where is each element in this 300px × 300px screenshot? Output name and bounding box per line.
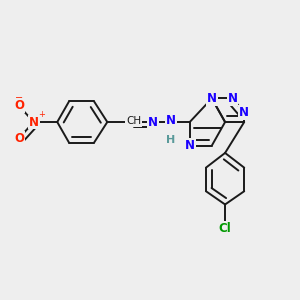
Text: N: N: [166, 114, 176, 127]
Text: O: O: [14, 132, 24, 145]
Text: N: N: [29, 116, 39, 128]
Text: N: N: [185, 139, 195, 152]
Text: O: O: [14, 99, 24, 112]
Text: −: −: [15, 92, 24, 103]
Text: N: N: [239, 106, 249, 119]
Text: Cl: Cl: [219, 221, 232, 235]
Text: CH: CH: [126, 116, 141, 126]
Text: N: N: [148, 116, 158, 128]
Text: H: H: [166, 135, 175, 145]
Text: +: +: [38, 110, 45, 119]
Text: N: N: [207, 92, 217, 105]
Text: N: N: [227, 92, 237, 105]
